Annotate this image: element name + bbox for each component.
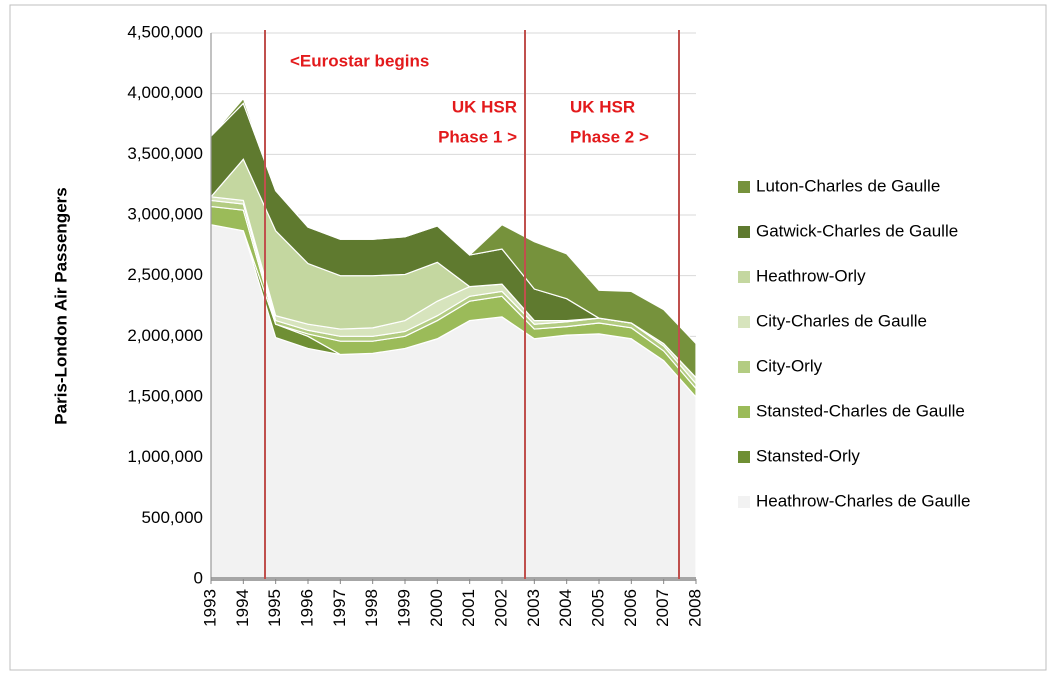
x-tick-label: 1993 bbox=[200, 589, 219, 627]
x-tick-label: 2005 bbox=[588, 589, 607, 627]
legend-label: Heathrow-Charles de Gaulle bbox=[756, 491, 971, 510]
x-tick-label: 2003 bbox=[524, 589, 543, 627]
legend-swatch bbox=[738, 226, 750, 238]
x-tick-label: 1995 bbox=[265, 589, 284, 627]
annotation-text: Phase 2 > bbox=[570, 127, 649, 146]
legend-label: Gatwick-Charles de Gaulle bbox=[756, 221, 958, 240]
legend-label: City-Charles de Gaulle bbox=[756, 311, 927, 330]
legend-swatch bbox=[738, 271, 750, 283]
y-tick-label: 1,000,000 bbox=[127, 447, 203, 466]
y-tick-label: 3,500,000 bbox=[127, 144, 203, 163]
x-tick-label: 2004 bbox=[556, 589, 575, 627]
legend-label: Stansted-Orly bbox=[756, 446, 860, 465]
x-tick-label: 2001 bbox=[459, 589, 478, 627]
legend-label: Stansted-Charles de Gaulle bbox=[756, 401, 965, 420]
x-tick-label: 1994 bbox=[233, 589, 252, 627]
x-tick-label: 2007 bbox=[653, 589, 672, 627]
legend-label: City-Orly bbox=[756, 356, 823, 375]
x-tick-label: 1997 bbox=[330, 589, 349, 627]
y-tick-label: 500,000 bbox=[142, 508, 203, 527]
x-tick-label: 1999 bbox=[394, 589, 413, 627]
legend-label: Heathrow-Orly bbox=[756, 266, 866, 285]
y-tick-label: 2,500,000 bbox=[127, 265, 203, 284]
x-tick-label: 2002 bbox=[491, 589, 510, 627]
legend-swatch bbox=[738, 361, 750, 373]
legend-swatch bbox=[738, 496, 750, 508]
x-tick-label: 1998 bbox=[362, 589, 381, 627]
x-tick-label: 1996 bbox=[297, 589, 316, 627]
x-tick-label: 2006 bbox=[621, 589, 640, 627]
area bbox=[210, 97, 697, 380]
chart-frame bbox=[9, 4, 1047, 671]
annotation-text: <Eurostar begins bbox=[290, 51, 429, 70]
x-tick-label: 2000 bbox=[427, 589, 446, 627]
legend-swatch bbox=[738, 181, 750, 193]
annotation-text: UK HSR bbox=[570, 97, 635, 116]
y-tick-label: 0 bbox=[194, 568, 203, 587]
y-tick-label: 4,500,000 bbox=[127, 22, 203, 41]
legend-swatch bbox=[738, 406, 750, 418]
annotation-text: UK HSR bbox=[452, 97, 517, 116]
y-axis-label: Paris-London Air Passengers bbox=[51, 187, 70, 424]
legend-swatch bbox=[738, 316, 750, 328]
annotation-text: Phase 1 > bbox=[438, 127, 517, 146]
y-tick-label: 4,000,000 bbox=[127, 83, 203, 102]
legend-label: Luton-Charles de Gaulle bbox=[756, 176, 940, 195]
y-tick-label: 3,000,000 bbox=[127, 204, 203, 223]
y-tick-label: 1,500,000 bbox=[127, 386, 203, 405]
y-tick-label: 2,000,000 bbox=[127, 326, 203, 345]
x-tick-label: 2008 bbox=[685, 589, 704, 627]
legend-swatch bbox=[738, 451, 750, 463]
